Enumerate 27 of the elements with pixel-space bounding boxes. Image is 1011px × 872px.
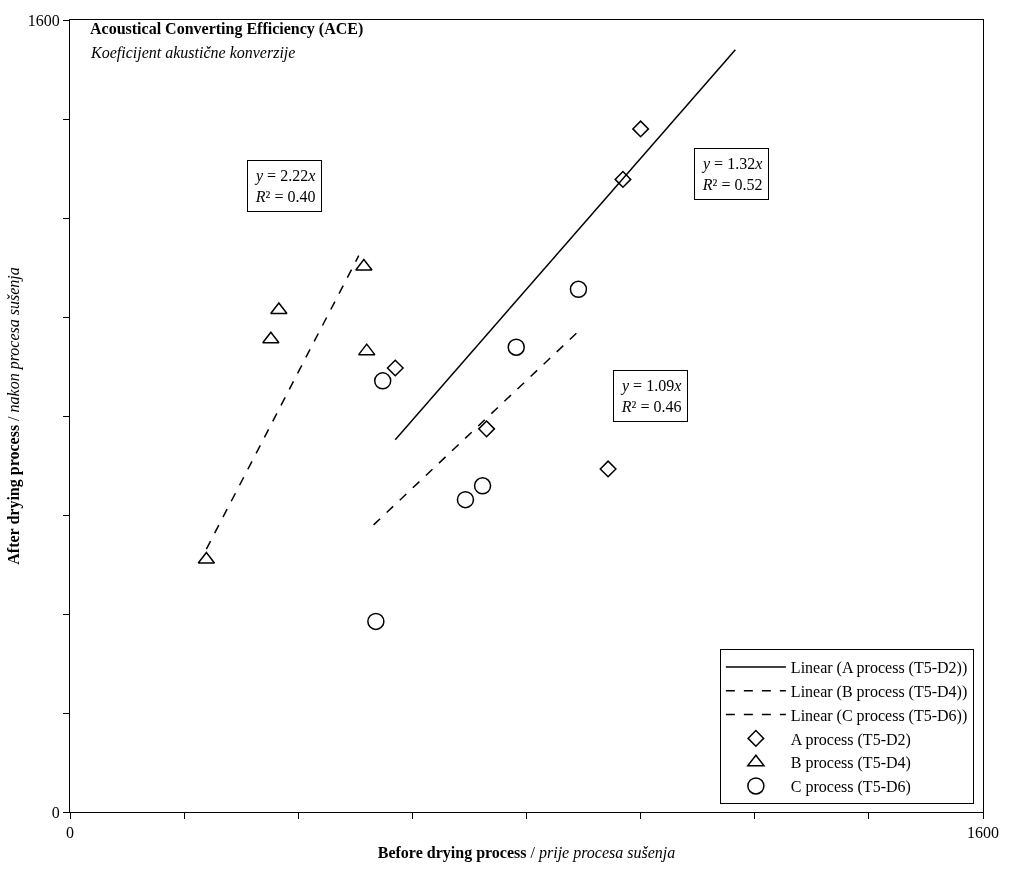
- point: [456, 490, 475, 509]
- point: [367, 612, 385, 631]
- y-axis-title: After drying process / nakon procesa sušenja: [4, 267, 23, 565]
- text: Koeficijent akustične konverzije: [90, 44, 296, 62]
- point: [262, 331, 280, 344]
- point: [632, 120, 650, 138]
- legend-label: Linear (C process (T5-D6)): [790, 706, 968, 725]
- point: [478, 420, 496, 438]
- text: y = 1.32x R² = 0.52: [702, 155, 763, 193]
- point: [473, 477, 492, 495]
- legend-label: Linear (A process (T5-D2)): [790, 659, 968, 678]
- legend-label: A process (T5-D2): [790, 730, 911, 749]
- point: [614, 170, 632, 188]
- chart-title: Acoustical Converting Efficiency (ACE): [90, 20, 364, 38]
- legend-label: Linear (B process (T5-D4)): [790, 683, 968, 702]
- text: y = 1.09x R² = 0.46: [621, 377, 682, 415]
- text: y = 2.22x R² = 0.40: [255, 167, 316, 205]
- point: [507, 338, 525, 356]
- point: [373, 372, 392, 390]
- point: [355, 258, 373, 271]
- point: [270, 302, 288, 315]
- point: [569, 280, 588, 299]
- point: [599, 460, 617, 478]
- x-axis-title: Before drying process / prije procesa sušenja: [377, 843, 676, 862]
- legend-label: B process (T5-D4): [790, 754, 911, 773]
- point: [386, 359, 404, 377]
- legend-label: C process (T5-D6): [790, 778, 911, 797]
